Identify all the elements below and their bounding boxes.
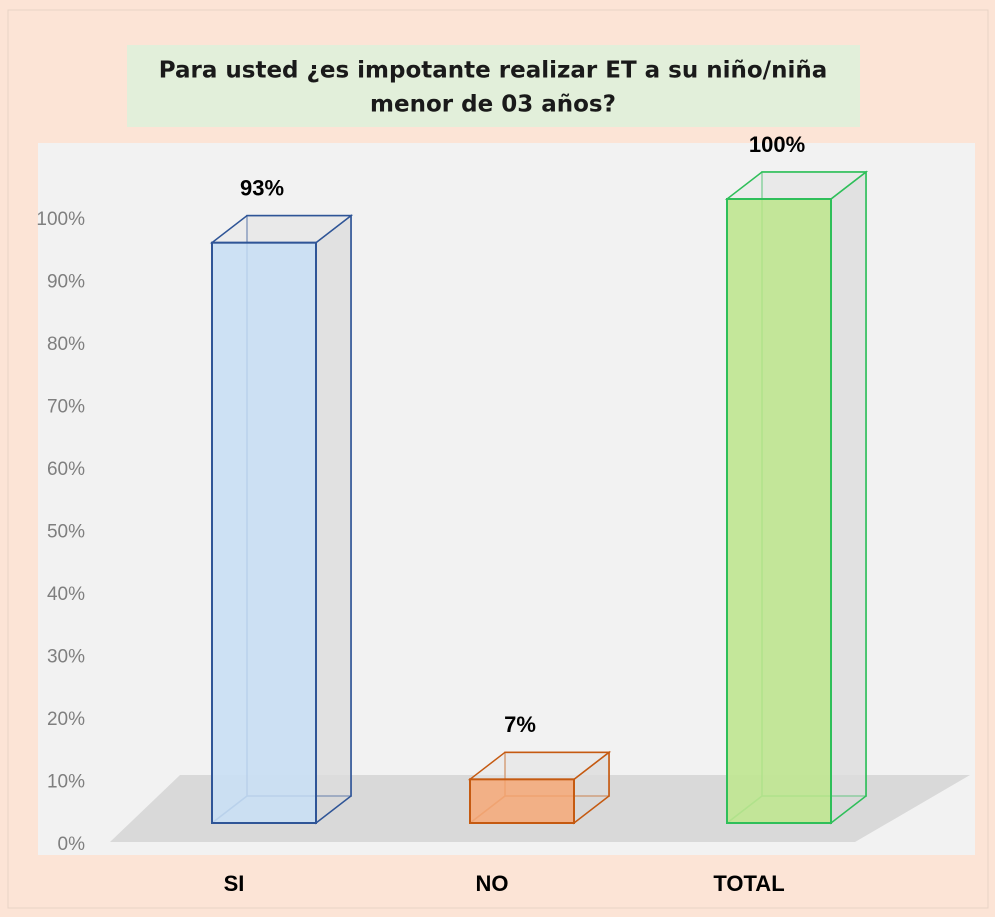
- title-box: [127, 45, 860, 127]
- chart-title: menor de 03 años?: [370, 92, 616, 118]
- bar: [726, 198, 832, 824]
- y-tick-label: 20%: [47, 709, 85, 730]
- chart-title: Para usted ¿es impotante realizar ET a s…: [159, 58, 827, 84]
- x-tick-label: TOTAL: [713, 871, 784, 896]
- y-tick-label: 30%: [47, 647, 85, 668]
- y-tick-label: 0%: [58, 834, 86, 855]
- y-tick-label: 100%: [36, 209, 85, 230]
- x-tick-label: NO: [476, 871, 509, 896]
- y-tick-label: 90%: [47, 272, 85, 293]
- value-label: 7%: [504, 712, 536, 737]
- y-tick-label: 40%: [47, 584, 85, 605]
- value-label: 93%: [240, 175, 284, 200]
- bar: [211, 241, 317, 824]
- chart-border: [7, 9, 989, 909]
- y-tick-label: 70%: [47, 397, 85, 418]
- value-label: 100%: [749, 132, 805, 157]
- y-tick-label: 50%: [47, 522, 85, 543]
- bar: [469, 778, 575, 825]
- y-tick-label: 10%: [47, 772, 85, 793]
- bar-side: [315, 214, 352, 825]
- y-tick-label: 60%: [47, 459, 85, 480]
- y-tick-label: 80%: [47, 334, 85, 355]
- x-tick-label: SI: [224, 871, 245, 896]
- bar-side: [830, 170, 867, 825]
